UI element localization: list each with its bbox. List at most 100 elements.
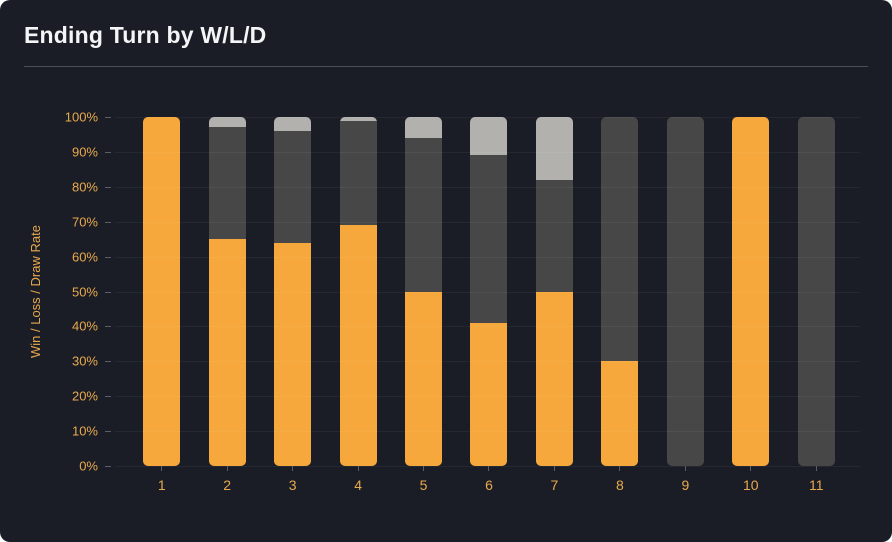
x-slot: 9 xyxy=(653,466,718,493)
bar-slot xyxy=(260,117,325,466)
x-tick-label: 8 xyxy=(616,477,624,493)
segment-loss-turn-2[interactable] xyxy=(208,127,246,240)
segment-draw-turn-7[interactable] xyxy=(535,117,573,180)
segment-win-turn-10[interactable] xyxy=(732,117,770,466)
chart-title: Ending Turn by W/L/D xyxy=(24,22,267,48)
x-tick-mark xyxy=(357,466,359,471)
x-tick-label: 2 xyxy=(223,477,232,493)
x-tick-mark xyxy=(161,466,163,471)
bar-turn-7[interactable] xyxy=(535,117,573,466)
bar-slot xyxy=(129,117,194,466)
y-tick-mark xyxy=(105,396,111,398)
segment-loss-turn-4[interactable] xyxy=(339,120,377,226)
bar-turn-1[interactable] xyxy=(143,117,181,466)
segment-loss-turn-7[interactable] xyxy=(535,179,573,292)
x-slot: 2 xyxy=(194,466,259,493)
bar-slot xyxy=(653,117,718,466)
y-tick-label: 10% xyxy=(71,423,98,439)
x-tick-mark xyxy=(684,466,686,471)
bar-turn-11[interactable] xyxy=(797,117,835,466)
x-tick-label: 7 xyxy=(550,477,559,493)
segment-loss-turn-6[interactable] xyxy=(470,155,508,323)
y-tick-mark xyxy=(105,117,111,118)
bar-turn-9[interactable] xyxy=(666,117,704,466)
x-tick-mark xyxy=(619,466,621,471)
bar-slot xyxy=(391,117,456,466)
gridline xyxy=(115,431,860,433)
bar-slot xyxy=(718,117,783,466)
y-tick-label: 70% xyxy=(71,214,98,230)
y-tick-label: 20% xyxy=(71,388,98,404)
title-divider xyxy=(24,66,868,67)
x-slot: 5 xyxy=(391,466,456,493)
x-slot: 4 xyxy=(325,466,390,493)
bar-turn-2[interactable] xyxy=(208,117,246,466)
segment-loss-turn-11[interactable] xyxy=(797,117,835,466)
y-tick-mark xyxy=(105,256,111,258)
segment-win-turn-6[interactable] xyxy=(470,322,508,466)
bar-slot xyxy=(194,117,259,466)
y-tick-label: 60% xyxy=(71,249,98,265)
x-tick-label: 3 xyxy=(288,477,297,493)
segment-draw-turn-3[interactable] xyxy=(274,117,312,131)
segment-draw-turn-5[interactable] xyxy=(405,117,443,138)
bar-slot xyxy=(456,117,521,466)
y-tick-label: 100% xyxy=(64,109,98,125)
segment-win-turn-7[interactable] xyxy=(535,291,573,466)
x-tick-mark xyxy=(553,466,555,471)
x-slot: 7 xyxy=(522,466,587,493)
bar-turn-8[interactable] xyxy=(601,117,639,466)
segment-win-turn-2[interactable] xyxy=(208,239,246,466)
y-tick-label: 30% xyxy=(71,353,98,369)
x-tick-mark xyxy=(750,466,752,471)
y-tick-label: 0% xyxy=(79,458,98,474)
x-tick-mark xyxy=(226,466,228,471)
bar-slot xyxy=(522,117,587,466)
segment-win-turn-3[interactable] xyxy=(274,242,312,466)
segment-draw-turn-2[interactable] xyxy=(208,117,246,128)
segment-win-turn-8[interactable] xyxy=(601,361,639,466)
x-slot: 6 xyxy=(456,466,521,493)
y-tick-label: 80% xyxy=(71,179,98,195)
segment-draw-turn-6[interactable] xyxy=(470,117,508,156)
segment-loss-turn-5[interactable] xyxy=(405,137,443,292)
segment-win-turn-4[interactable] xyxy=(339,225,377,466)
segment-win-turn-1[interactable] xyxy=(143,117,181,466)
gridline xyxy=(115,117,860,118)
y-tick-mark xyxy=(105,221,111,223)
segment-win-turn-5[interactable] xyxy=(405,291,443,466)
x-axis: 1 2 3 4 5 6 7 8 9 10 11 xyxy=(129,466,849,493)
y-tick-mark xyxy=(105,326,111,328)
segment-loss-turn-3[interactable] xyxy=(274,130,312,243)
y-axis: 0% 10% 20% 30% 40% 50% 60% 70% 80% 90% 100% xyxy=(0,110,98,474)
x-tick-label: 10 xyxy=(743,477,759,493)
y-tick-label: 40% xyxy=(71,318,98,334)
gridline xyxy=(115,256,860,258)
plot-area xyxy=(105,117,860,467)
bar-turn-3[interactable] xyxy=(274,117,312,466)
segment-loss-turn-8[interactable] xyxy=(601,117,639,362)
y-tick-mark xyxy=(105,291,111,293)
segment-loss-turn-9[interactable] xyxy=(666,117,704,466)
y-tick-mark xyxy=(105,361,111,363)
x-slot: 11 xyxy=(784,466,849,493)
x-tick-mark xyxy=(815,466,817,471)
bar-turn-5[interactable] xyxy=(405,117,443,466)
gridline xyxy=(115,396,860,398)
segment-draw-turn-4[interactable] xyxy=(339,117,377,121)
gridline xyxy=(115,186,860,188)
bar-turn-10[interactable] xyxy=(732,117,770,466)
bar-turn-6[interactable] xyxy=(470,117,508,466)
x-tick-label: 1 xyxy=(157,477,166,493)
gridline xyxy=(115,221,860,223)
y-tick-label: 90% xyxy=(71,144,98,160)
bar-slot xyxy=(784,117,849,466)
x-slot: 8 xyxy=(587,466,652,493)
gridline xyxy=(115,291,860,293)
y-tick-mark xyxy=(105,151,111,153)
gridline xyxy=(115,361,860,363)
bar-turn-4[interactable] xyxy=(339,117,377,466)
x-slot: 3 xyxy=(260,466,325,493)
